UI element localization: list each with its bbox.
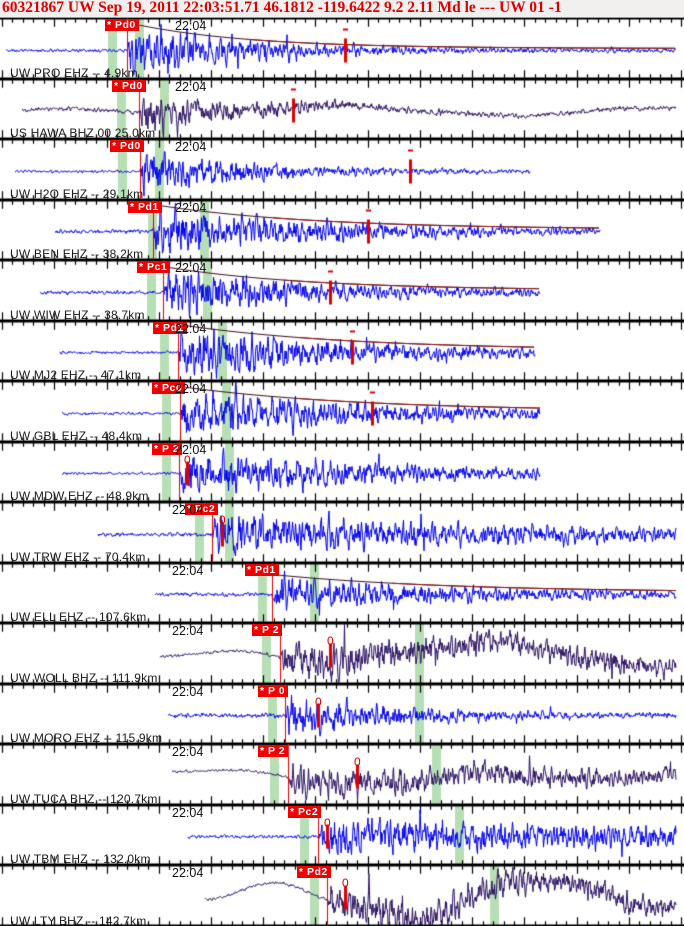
event-header-bar: 60321867 UW Sep 19, 2011 22:03:51.71 46.… [0,0,684,18]
trace-panel[interactable]: UW MJ2 EHZ -- 47.1km * Pd1 22:04 [0,321,684,381]
event-header-text: 60321867 UW Sep 19, 2011 22:03:51.71 46.… [2,0,562,16]
trace-panel[interactable]: UW MDW EHZ -- 48.9km * P 2 22:04 0 [0,442,684,502]
trace-panel[interactable]: UW GBL EHZ -- 48.4km * Pc0 22:04 [0,381,684,442]
trace-panel[interactable]: UW BEN EHZ -- 38.2km * Pd1 22:04 [0,200,684,260]
waveform-canvas[interactable] [0,79,684,138]
trace-panel[interactable]: UW H2O EHZ -- 29.1km * Pd0 22:04 [0,139,684,200]
trace-panel[interactable]: UW ELL EHZ -- 107.6km * Pd1 22:04 [0,563,684,623]
waveform-canvas[interactable] [0,139,684,199]
trace-panel[interactable]: UW WIW EHZ -- 38.7km * Pc1 22:04 [0,260,684,321]
waveform-canvas[interactable] [0,200,684,259]
waveform-canvas[interactable] [0,744,684,804]
waveform-canvas[interactable] [0,623,684,683]
waveform-canvas[interactable] [0,260,684,320]
trace-panel[interactable]: UW TBM EHZ -- 132.0km * Pc2 22:04 0 [0,805,684,865]
waveform-canvas[interactable] [0,18,684,78]
trace-panel[interactable]: US HAWA BHZ 00 25.0km * Pd0 22:04 [0,79,684,139]
trace-panel[interactable]: UW TUCA BHZ -- 120.7km * P 2 22:04 0 [0,744,684,805]
trace-panel[interactable]: UW LTY BHZ -- 142.7km * Pd2 22:04 0 [0,865,684,926]
waveform-canvas[interactable] [0,321,684,380]
waveform-canvas[interactable] [0,442,684,501]
trace-panel[interactable]: UW PRQ EHZ -- 4.9km * Pd0 22:04 [0,18,684,79]
trace-panel[interactable]: UW WOLL BHZ -- 111.9km * P 2 22:04 0 [0,623,684,684]
trace-panel-stack: UW PRQ EHZ -- 4.9km * Pd0 22:04 US HAWA BHZ… [0,18,684,926]
waveform-canvas[interactable] [0,865,684,926]
waveform-canvas[interactable] [0,502,684,562]
waveform-canvas[interactable] [0,381,684,441]
trace-panel[interactable]: UW MORO EHZ -- 115.9km * P 0 22:04 0 [0,684,684,744]
waveform-canvas[interactable] [0,684,684,743]
trace-panel[interactable]: UW TRW EHZ -- 70.4km * Pc2 22:04 0 [0,502,684,563]
waveform-canvas[interactable] [0,563,684,622]
waveform-canvas[interactable] [0,805,684,864]
